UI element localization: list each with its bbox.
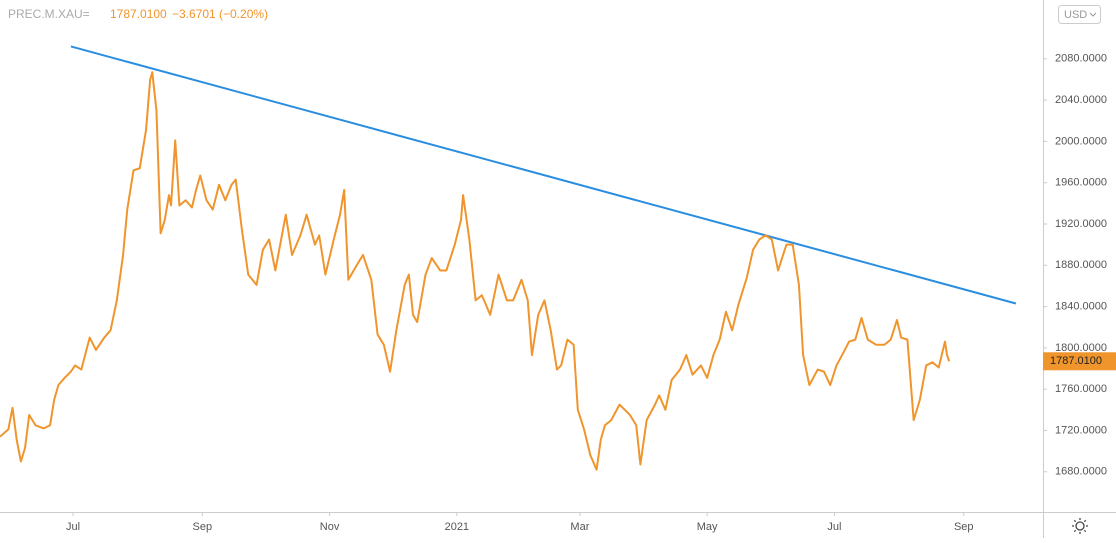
y-tick-label: 2080.0000: [1055, 53, 1107, 65]
y-tick-label: 1680.0000: [1055, 466, 1107, 478]
currency-button[interactable]: [1058, 5, 1101, 24]
y-tick-label: 1720.0000: [1055, 424, 1107, 436]
x-tick-label: Mar: [570, 521, 589, 533]
dropdown-arrow: [1089, 12, 1097, 17]
price-line: [0, 71, 951, 471]
y-tick-label: 1920.0000: [1055, 218, 1107, 230]
x-tick-label: Sep: [193, 521, 213, 533]
change: −3.6701 (−0.20%): [172, 7, 268, 21]
x-tick-label: Sep: [954, 521, 974, 533]
y-tick-label: 1760.0000: [1055, 383, 1107, 395]
x-tick-label: Jul: [66, 521, 80, 533]
x-tick-label: 2021: [445, 521, 469, 533]
last-price-label: 1787.0100: [1050, 355, 1102, 367]
x-tick-label: Nov: [320, 521, 340, 533]
settings-icon[interactable]: [1072, 518, 1088, 534]
price: 1787.0100: [110, 7, 167, 21]
y-tick-label: 1840.0000: [1055, 300, 1107, 312]
symbol: PREC.M.XAU=: [8, 7, 90, 21]
y-tick-label: 1960.0000: [1055, 177, 1107, 189]
y-tick-label: 1880.0000: [1055, 259, 1107, 271]
y-tick-label: 1800.0000: [1055, 342, 1107, 354]
x-tick-label: May: [697, 521, 718, 533]
trendline: [70, 45, 1017, 305]
x-tick-label: Jul: [827, 521, 841, 533]
y-tick-label: 2000.0000: [1055, 135, 1107, 147]
last-price-tag: [1043, 352, 1116, 371]
currency[interactable]: USD: [1064, 9, 1087, 21]
y-tick-label: 2040.0000: [1055, 94, 1107, 106]
